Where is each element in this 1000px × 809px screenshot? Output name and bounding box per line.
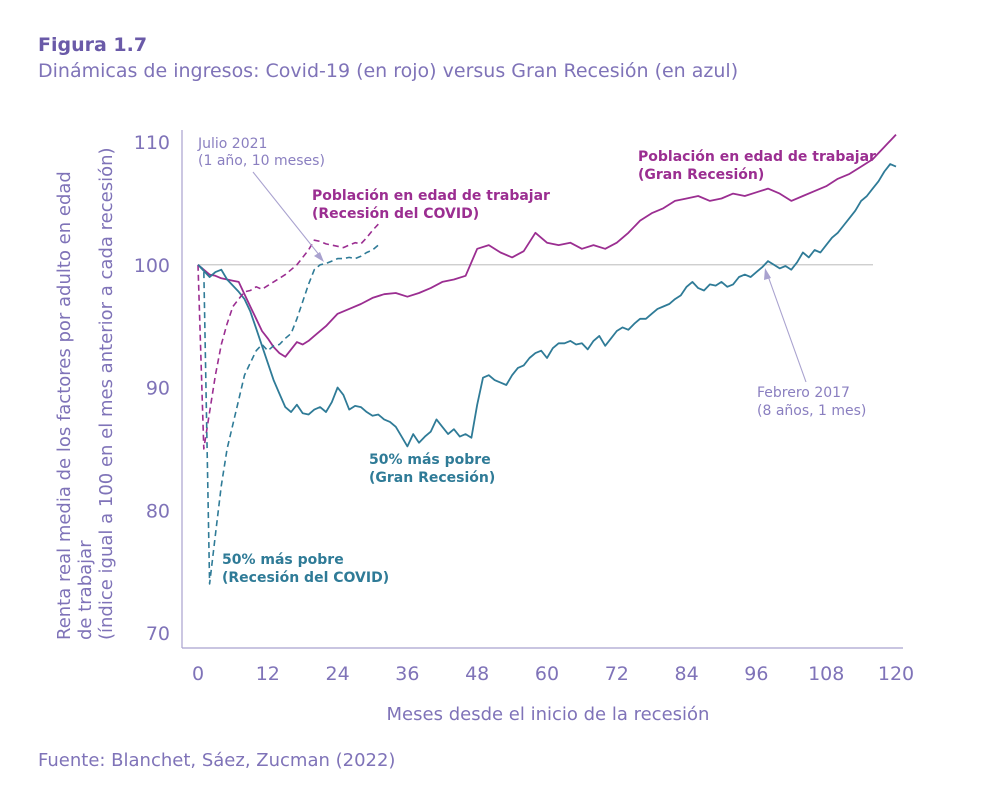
figure-title: Dinámicas de ingresos: Covid-19 (en rojo…	[38, 60, 739, 82]
y-tick-label: 90	[146, 378, 170, 400]
x-tick-labels: 0 12 24 36 48 60 72 84 96 108 120	[192, 663, 914, 685]
y-axis-title-line-2: de trabajar	[75, 540, 96, 640]
y-tick-labels: 70 80 90 100 110	[134, 132, 170, 645]
y-axis-title: Renta real media de los factores por adu…	[54, 147, 117, 640]
series-line-3	[197, 244, 379, 585]
y-tick-label: 100	[134, 255, 170, 277]
annotation-pobre-covid-line-1: 50% más pobre	[222, 552, 344, 568]
x-axis-title: Meses desde el inicio de la recesión	[387, 704, 710, 725]
series-layer	[197, 133, 897, 585]
x-tick-label: 24	[326, 663, 350, 685]
y-tick-label: 110	[134, 132, 170, 154]
annotation-pobre-gran-line-1: 50% más pobre	[369, 452, 491, 468]
annotation-poblacion-covid-line-2: (Recesión del COVID)	[312, 206, 479, 222]
annotation-febrero-2017-line-1: Febrero 2017	[757, 385, 850, 401]
annotation-julio-2021: Julio 2021 (1 año, 10 meses)	[197, 136, 325, 169]
annotation-julio-2021-line-2: (1 año, 10 meses)	[198, 153, 325, 169]
annotation-poblacion-covid: Población en edad de trabajar (Recesión …	[312, 188, 555, 222]
x-tick-label: 48	[465, 663, 489, 685]
febrero-2017-arrowhead	[764, 268, 771, 280]
annotation-febrero-2017: Febrero 2017 (8 años, 1 mes)	[757, 385, 866, 419]
annotation-pobre-covid-line-2: (Recesión del COVID)	[222, 570, 389, 586]
x-tick-label: 96	[744, 663, 768, 685]
febrero-2017-pointer	[767, 275, 807, 383]
figure-label: Figura 1.7	[38, 34, 148, 56]
y-tick-label: 80	[146, 500, 170, 522]
x-tick-label: 72	[605, 663, 629, 685]
x-tick-label: 0	[192, 663, 204, 685]
annotation-pobre-covid: 50% más pobre (Recesión del COVID)	[222, 552, 389, 586]
annotation-poblacion-gran-line-1: Población en edad de trabajar	[638, 149, 876, 165]
annotation-poblacion-covid-line-1: Población en edad de trabajar	[312, 188, 550, 204]
figure-source: Fuente: Blanchet, Sáez, Zucman (2022)	[38, 750, 396, 771]
julio-2021-arrowhead	[314, 252, 324, 262]
julio-2021-pointer	[252, 171, 321, 257]
annotation-poblacion-gran-line-2: (Gran Recesión)	[638, 167, 764, 183]
x-tick-label: 108	[808, 663, 844, 685]
series-line-1	[197, 163, 897, 448]
x-tick-label: 12	[256, 663, 280, 685]
y-tick-label: 70	[146, 623, 170, 645]
y-axis-title-line-1: Renta real media de los factores por adu…	[54, 171, 75, 640]
annotation-julio-2021-line-1: Julio 2021	[197, 136, 267, 152]
annotation-pobre-gran-line-2: (Gran Recesión)	[369, 470, 495, 486]
annotation-febrero-2017-line-2: (8 años, 1 mes)	[757, 403, 866, 419]
x-tick-label: 60	[535, 663, 559, 685]
x-tick-label: 84	[675, 663, 699, 685]
annotations: Julio 2021 (1 año, 10 meses) Población e…	[197, 136, 881, 586]
series-line-2	[197, 223, 379, 450]
annotation-poblacion-gran: Población en edad de trabajar (Gran Rece…	[638, 149, 881, 183]
annotation-pobre-gran: 50% más pobre (Gran Recesión)	[369, 452, 496, 486]
x-tick-label: 120	[878, 663, 914, 685]
y-axis-title-line-3: (índice igual a 100 en el mes anterior a…	[96, 147, 117, 640]
series-line-0	[197, 133, 897, 358]
x-tick-label: 36	[395, 663, 419, 685]
chart-frame	[181, 130, 903, 649]
